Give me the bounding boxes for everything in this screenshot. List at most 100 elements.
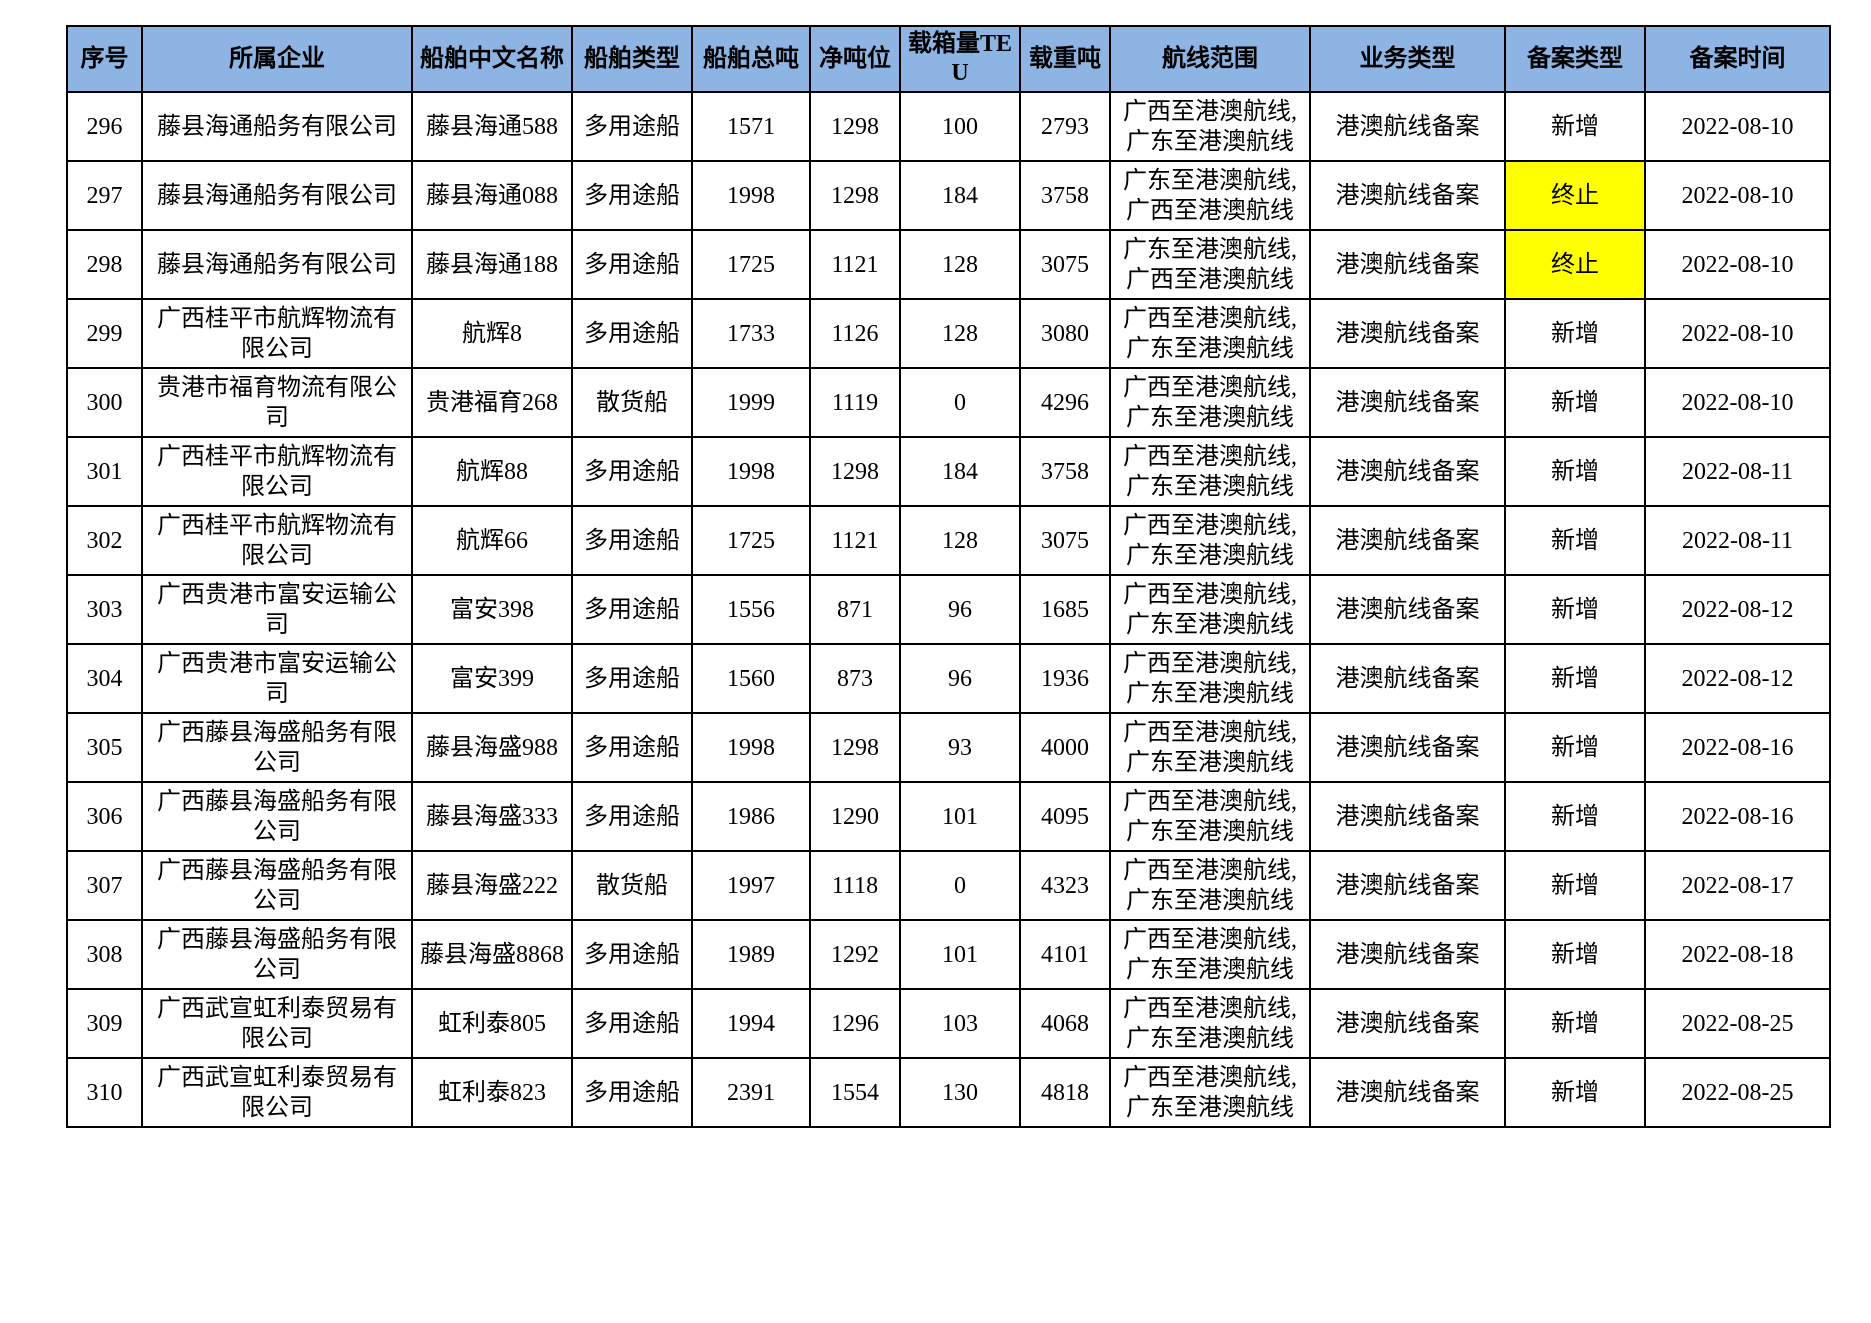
- cell-deadweight: 3080: [1019, 298, 1111, 369]
- table-row: 304 广西贵港市富安运输公司 富安399 多用途船 1560 873 96 1936 广西至港…: [66, 643, 1831, 714]
- cell-record-date: 2022-08-12: [1644, 574, 1831, 645]
- cell-net-tonnage: 1554: [809, 1057, 901, 1128]
- cell-route: 广西至港澳航线,广东至港澳航线: [1109, 1057, 1311, 1128]
- cell-index: 300: [66, 367, 143, 438]
- cell-deadweight: 3075: [1019, 505, 1111, 576]
- cell-ship-name: 藤县海通088: [411, 160, 573, 231]
- cell-index: 298: [66, 229, 143, 300]
- cell-index: 307: [66, 850, 143, 921]
- cell-gross-tonnage: 1997: [691, 850, 811, 921]
- cell-gross-tonnage: 1560: [691, 643, 811, 714]
- cell-ship-type: 散货船: [571, 367, 693, 438]
- cell-teu: 128: [899, 298, 1021, 369]
- cell-index: 297: [66, 160, 143, 231]
- cell-record-date: 2022-08-10: [1644, 367, 1831, 438]
- cell-deadweight: 3758: [1019, 160, 1111, 231]
- cell-deadweight: 4323: [1019, 850, 1111, 921]
- cell-record-date: 2022-08-25: [1644, 988, 1831, 1059]
- cell-record-date: 2022-08-18: [1644, 919, 1831, 990]
- cell-index: 296: [66, 91, 143, 162]
- cell-net-tonnage: 871: [809, 574, 901, 645]
- cell-net-tonnage: 1121: [809, 229, 901, 300]
- cell-business-type: 港澳航线备案: [1309, 229, 1506, 300]
- cell-teu: 96: [899, 574, 1021, 645]
- cell-ship-type: 多用途船: [571, 574, 693, 645]
- cell-record-date: 2022-08-16: [1644, 712, 1831, 783]
- cell-company: 广西桂平市航辉物流有限公司: [141, 436, 413, 507]
- cell-company: 藤县海通船务有限公司: [141, 229, 413, 300]
- cell-net-tonnage: 1296: [809, 988, 901, 1059]
- cell-route: 广西至港澳航线,广东至港澳航线: [1109, 712, 1311, 783]
- cell-business-type: 港澳航线备案: [1309, 367, 1506, 438]
- cell-business-type: 港澳航线备案: [1309, 988, 1506, 1059]
- cell-company: 广西桂平市航辉物流有限公司: [141, 298, 413, 369]
- cell-teu: 0: [899, 367, 1021, 438]
- cell-net-tonnage: 1290: [809, 781, 901, 852]
- cell-ship-type: 多用途船: [571, 988, 693, 1059]
- table-row: 301 广西桂平市航辉物流有限公司 航辉88 多用途船 1998 1298 184 3758 广…: [66, 436, 1831, 507]
- cell-ship-type: 多用途船: [571, 643, 693, 714]
- cell-record-type: 新增: [1504, 919, 1646, 990]
- header-cell-index: 序号: [66, 25, 143, 93]
- cell-teu: 130: [899, 1057, 1021, 1128]
- cell-net-tonnage: 1298: [809, 91, 901, 162]
- cell-net-tonnage: 1119: [809, 367, 901, 438]
- header-cell-record-type: 备案类型: [1504, 25, 1646, 93]
- cell-index: 302: [66, 505, 143, 576]
- header-cell-route: 航线范围: [1109, 25, 1311, 93]
- cell-index: 301: [66, 436, 143, 507]
- cell-ship-type: 多用途船: [571, 298, 693, 369]
- cell-company: 广西武宣虹利泰贸易有限公司: [141, 1057, 413, 1128]
- cell-net-tonnage: 1298: [809, 160, 901, 231]
- table-row: 309 广西武宣虹利泰贸易有限公司 虹利泰805 多用途船 1994 1296 103 406…: [66, 988, 1831, 1059]
- cell-record-type: 终止: [1504, 229, 1646, 300]
- cell-route: 广西至港澳航线,广东至港澳航线: [1109, 505, 1311, 576]
- cell-ship-type: 多用途船: [571, 781, 693, 852]
- cell-business-type: 港澳航线备案: [1309, 919, 1506, 990]
- cell-route: 广西至港澳航线,广东至港澳航线: [1109, 298, 1311, 369]
- cell-ship-name: 航辉66: [411, 505, 573, 576]
- cell-company: 广西桂平市航辉物流有限公司: [141, 505, 413, 576]
- cell-record-type: 新增: [1504, 712, 1646, 783]
- cell-record-type: 新增: [1504, 988, 1646, 1059]
- cell-record-date: 2022-08-10: [1644, 229, 1831, 300]
- cell-company: 广西贵港市富安运输公司: [141, 574, 413, 645]
- cell-business-type: 港澳航线备案: [1309, 574, 1506, 645]
- cell-deadweight: 3758: [1019, 436, 1111, 507]
- cell-record-type: 新增: [1504, 298, 1646, 369]
- cell-business-type: 港澳航线备案: [1309, 505, 1506, 576]
- cell-ship-name: 藤县海盛333: [411, 781, 573, 852]
- cell-company: 广西藤县海盛船务有限公司: [141, 781, 413, 852]
- cell-gross-tonnage: 1733: [691, 298, 811, 369]
- cell-teu: 101: [899, 919, 1021, 990]
- cell-ship-name: 贵港福育268: [411, 367, 573, 438]
- cell-record-type: 终止: [1504, 160, 1646, 231]
- cell-ship-type: 多用途船: [571, 712, 693, 783]
- cell-teu: 184: [899, 436, 1021, 507]
- cell-teu: 0: [899, 850, 1021, 921]
- cell-company: 贵港市福育物流有限公司: [141, 367, 413, 438]
- cell-ship-name: 富安399: [411, 643, 573, 714]
- cell-gross-tonnage: 1725: [691, 505, 811, 576]
- cell-company: 广西武宣虹利泰贸易有限公司: [141, 988, 413, 1059]
- cell-teu: 128: [899, 505, 1021, 576]
- cell-teu: 100: [899, 91, 1021, 162]
- cell-route: 广西至港澳航线,广东至港澳航线: [1109, 988, 1311, 1059]
- table-row: 303 广西贵港市富安运输公司 富安398 多用途船 1556 871 96 1685 广西至港…: [66, 574, 1831, 645]
- cell-gross-tonnage: 1999: [691, 367, 811, 438]
- table-row: 298 藤县海通船务有限公司 藤县海通188 多用途船 1725 1121 128 3075 广…: [66, 229, 1831, 300]
- cell-index: 305: [66, 712, 143, 783]
- header-cell-ship-type: 船舶类型: [571, 25, 693, 93]
- cell-record-date: 2022-08-10: [1644, 91, 1831, 162]
- cell-net-tonnage: 1121: [809, 505, 901, 576]
- cell-deadweight: 4000: [1019, 712, 1111, 783]
- table-row: 305 广西藤县海盛船务有限公司 藤县海盛988 多用途船 1998 1298 93 4000…: [66, 712, 1831, 783]
- cell-ship-type: 多用途船: [571, 160, 693, 231]
- cell-gross-tonnage: 1998: [691, 712, 811, 783]
- cell-net-tonnage: 1126: [809, 298, 901, 369]
- cell-company: 藤县海通船务有限公司: [141, 160, 413, 231]
- table-row: 310 广西武宣虹利泰贸易有限公司 虹利泰823 多用途船 2391 1554 130 481…: [66, 1057, 1831, 1128]
- cell-route: 广西至港澳航线,广东至港澳航线: [1109, 436, 1311, 507]
- cell-route: 广西至港澳航线,广东至港澳航线: [1109, 91, 1311, 162]
- cell-record-date: 2022-08-17: [1644, 850, 1831, 921]
